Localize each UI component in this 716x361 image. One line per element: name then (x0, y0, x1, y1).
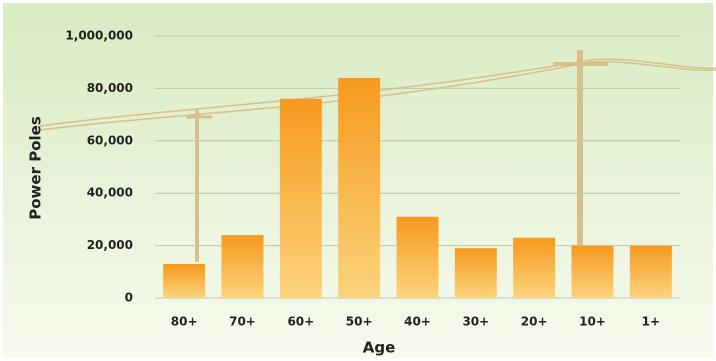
bar (513, 237, 556, 298)
x-tick-label: 20+ (521, 315, 548, 329)
bar (571, 245, 614, 298)
x-tick-label: 10+ (579, 315, 606, 329)
y-tick-label: 60,000 (87, 133, 133, 147)
bar (396, 216, 439, 298)
bar (454, 248, 497, 298)
y-tick-label: 20,000 (87, 238, 133, 252)
bar (221, 235, 264, 298)
x-tick-label: 30+ (462, 315, 489, 329)
bar (163, 263, 206, 298)
x-tick-label: 50+ (346, 315, 373, 329)
y-axis-title: Power Poles (27, 116, 45, 220)
x-axis-title: Age (363, 339, 396, 357)
y-tick-label: 40,000 (87, 186, 133, 200)
x-tick-label: 40+ (404, 315, 431, 329)
bar (279, 98, 322, 298)
x-tick-label: 70+ (229, 315, 256, 329)
bar (338, 77, 381, 298)
y-tick-label: 1,000,000 (65, 29, 133, 43)
x-tick-label: 1+ (642, 315, 660, 329)
x-tick-label: 60+ (287, 315, 314, 329)
bar (629, 245, 672, 298)
y-tick-label: 0 (125, 291, 133, 305)
y-tick-label: 80,000 (87, 81, 133, 95)
x-tick-label: 80+ (171, 315, 198, 329)
